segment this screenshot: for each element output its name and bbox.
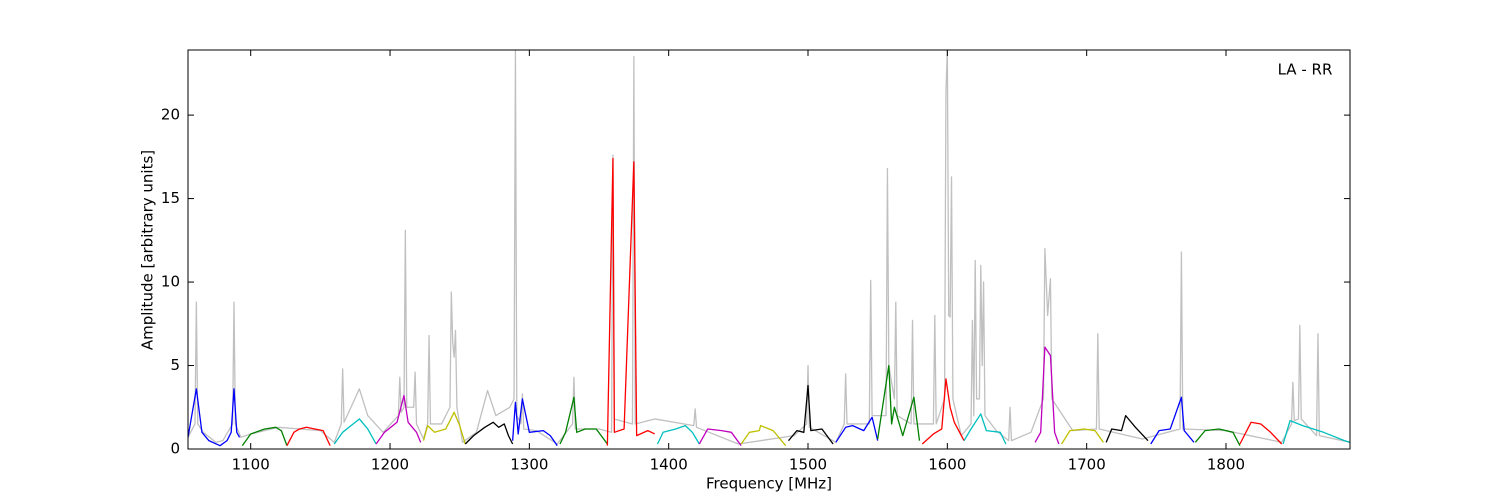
spectrum-line <box>241 426 288 447</box>
spectrum-line <box>1282 419 1350 445</box>
spectrum-line <box>963 413 1007 445</box>
spectrum-line <box>1239 421 1283 445</box>
spectrum-line <box>1150 396 1195 445</box>
y-tick-label: 20 <box>161 106 180 124</box>
x-tick-label: 1800 <box>1207 456 1245 474</box>
spectrum-line <box>788 384 834 445</box>
spectrum-line <box>188 388 241 447</box>
x-tick-label: 1500 <box>789 456 827 474</box>
x-tick-label: 1700 <box>1068 456 1106 474</box>
spectrum-line <box>559 396 608 445</box>
spectrum-line <box>1105 414 1149 443</box>
spectrum-line <box>835 416 879 443</box>
x-tick-label: 1200 <box>371 456 409 474</box>
spectrum-line <box>422 411 466 445</box>
plot-area <box>188 50 1350 447</box>
spectrum-line <box>188 50 1350 445</box>
y-tick-label: 0 <box>170 440 180 458</box>
spectrum-line <box>1034 346 1060 445</box>
axes-frame <box>187 49 1351 450</box>
x-tick-label: 1400 <box>650 456 688 474</box>
x-axis-label: Frequency [MHz] <box>706 475 832 493</box>
spectrum-line <box>375 394 422 445</box>
spectrum-line <box>333 418 377 445</box>
y-axis-label: Amplitude [arbitrary units] <box>139 150 157 350</box>
spectrum-line <box>511 398 558 447</box>
spectrum-line <box>606 157 656 446</box>
annotation: LA - RR <box>1278 61 1333 79</box>
spectrum-line <box>656 424 700 445</box>
spectrum-line <box>740 424 787 447</box>
spectrum-line <box>921 378 965 445</box>
y-tick-label: 15 <box>161 189 180 207</box>
y-tick-label: 5 <box>170 356 180 374</box>
spectrum-line <box>1061 428 1104 445</box>
spectrum-line <box>1194 428 1241 446</box>
spectrum-line <box>877 364 921 441</box>
x-tick-label: 1100 <box>232 456 270 474</box>
x-tick-label: 1300 <box>510 456 548 474</box>
spectrum-line <box>286 426 331 446</box>
x-tick-label: 1600 <box>928 456 966 474</box>
y-tick-label: 10 <box>161 273 180 291</box>
spectrum-line <box>698 428 742 447</box>
spectrum-line <box>464 421 514 445</box>
